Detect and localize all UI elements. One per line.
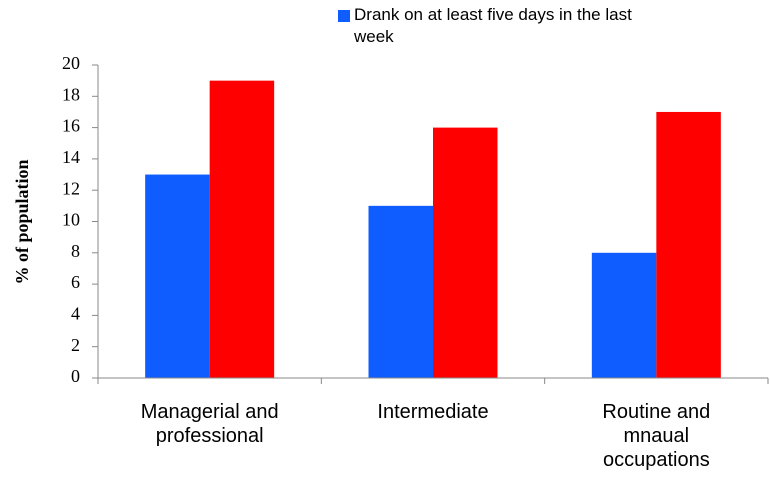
y-tick-label: 16	[62, 116, 80, 136]
bar	[433, 127, 498, 378]
legend-label: Drank on at least five days in the last …	[354, 5, 632, 46]
legend-swatch	[338, 10, 350, 22]
y-tick-label: 20	[62, 53, 80, 73]
y-tick-label: 0	[71, 366, 80, 386]
bar	[656, 111, 721, 378]
x-tick-label: Intermediate	[377, 401, 489, 423]
bar	[591, 252, 657, 378]
y-tick-label: 2	[71, 335, 80, 355]
y-tick-label: 14	[62, 147, 80, 167]
x-tick-label: Routine and mnaual occupations	[602, 401, 711, 471]
y-tick-label: 4	[71, 304, 80, 324]
bar	[145, 174, 210, 378]
y-axis-label: % of population	[12, 159, 32, 284]
bar	[368, 205, 433, 378]
y-tick-label: 10	[62, 210, 80, 230]
y-tick-label: 8	[71, 241, 80, 261]
y-tick-label: 12	[62, 178, 80, 198]
bar	[209, 80, 275, 379]
y-tick-label: 18	[62, 84, 80, 104]
x-tick-label: Managerial and professional	[140, 401, 279, 447]
y-tick-label: 6	[71, 272, 80, 292]
